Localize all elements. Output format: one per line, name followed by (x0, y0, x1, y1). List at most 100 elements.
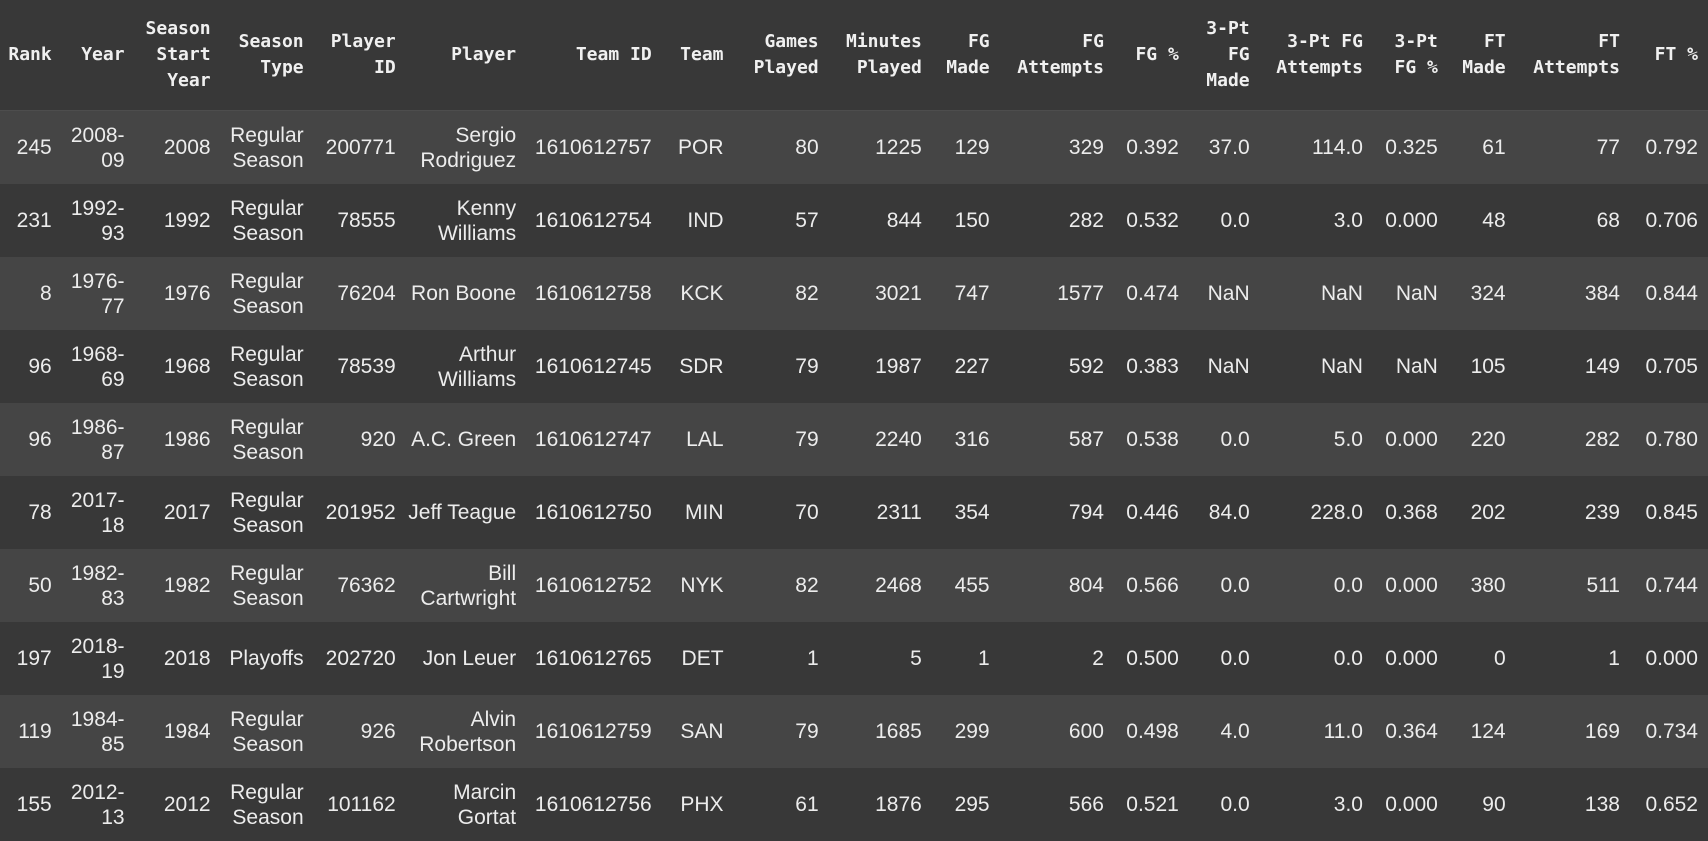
table-cell: 0.364 (1373, 695, 1448, 768)
table-cell: 50 (0, 549, 62, 622)
table-cell: 105 (1448, 330, 1516, 403)
table-cell: 1968-69 (62, 330, 135, 403)
table-cell: 61 (1448, 111, 1516, 185)
column-header: Team ID (526, 0, 662, 111)
table-cell: Regular Season (221, 403, 314, 476)
table-cell: 138 (1516, 768, 1630, 841)
table-cell: 282 (1516, 403, 1630, 476)
table-cell: 511 (1516, 549, 1630, 622)
table-cell: SDR (662, 330, 734, 403)
table-cell: NaN (1373, 330, 1448, 403)
table-cell: 1577 (1000, 257, 1114, 330)
column-header: FG % (1114, 0, 1189, 111)
table-cell: 0.383 (1114, 330, 1189, 403)
table-cell: 804 (1000, 549, 1114, 622)
table-cell: Sergio Rodriguez (406, 111, 526, 185)
table-cell: 3.0 (1260, 768, 1373, 841)
table-cell: 354 (932, 476, 1000, 549)
table-cell: 200771 (314, 111, 406, 185)
table-cell: 70 (734, 476, 829, 549)
table-cell: 0.000 (1373, 403, 1448, 476)
table-cell: 926 (314, 695, 406, 768)
table-cell: 68 (1516, 184, 1630, 257)
column-header: Year (62, 0, 135, 111)
column-header: FT Made (1448, 0, 1516, 111)
table-cell: Jeff Teague (406, 476, 526, 549)
table-cell: 1986-87 (62, 403, 135, 476)
table-cell: 0.521 (1114, 768, 1189, 841)
table-cell: Regular Season (221, 184, 314, 257)
table-cell: 1225 (829, 111, 932, 185)
table-cell: 0.0 (1189, 403, 1260, 476)
table-cell: 1610612754 (526, 184, 662, 257)
table-cell: 76204 (314, 257, 406, 330)
table-cell: NaN (1189, 257, 1260, 330)
table-cell: Regular Season (221, 330, 314, 403)
column-header: Season Type (221, 0, 314, 111)
column-header: FG Made (932, 0, 1000, 111)
table-cell: 79 (734, 695, 829, 768)
table-cell: 3.0 (1260, 184, 1373, 257)
table-cell: 3021 (829, 257, 932, 330)
table-cell: 920 (314, 403, 406, 476)
table-cell: 747 (932, 257, 1000, 330)
table-cell: Regular Season (221, 476, 314, 549)
table-cell: 2311 (829, 476, 932, 549)
table-cell: 0.744 (1630, 549, 1708, 622)
table-cell: 197 (0, 622, 62, 695)
table-cell: 5 (829, 622, 932, 695)
table-cell: 0.0 (1189, 768, 1260, 841)
column-header: 3-Pt FG % (1373, 0, 1448, 111)
table-cell: 0.500 (1114, 622, 1189, 695)
table-cell: 0.000 (1373, 622, 1448, 695)
table-cell: 2008 (135, 111, 221, 185)
table-cell: LAL (662, 403, 734, 476)
table-cell: 0.392 (1114, 111, 1189, 185)
table-cell: NYK (662, 549, 734, 622)
table-cell: Ron Boone (406, 257, 526, 330)
column-header: Games Played (734, 0, 829, 111)
table-cell: 0.000 (1373, 549, 1448, 622)
table-cell: 79 (734, 330, 829, 403)
column-header: FG Attempts (1000, 0, 1114, 111)
table-cell: 150 (932, 184, 1000, 257)
table-cell: NaN (1189, 330, 1260, 403)
table-cell: 84.0 (1189, 476, 1260, 549)
table-cell: 592 (1000, 330, 1114, 403)
column-header: FT Attempts (1516, 0, 1630, 111)
table-cell: 1610612757 (526, 111, 662, 185)
table-cell: Marcin Gortat (406, 768, 526, 841)
table-cell: Regular Season (221, 768, 314, 841)
table-cell: 78539 (314, 330, 406, 403)
table-cell: 0.845 (1630, 476, 1708, 549)
table-cell: 1986 (135, 403, 221, 476)
table-cell: 1610612765 (526, 622, 662, 695)
table-cell: 0.000 (1373, 184, 1448, 257)
table-cell: 329 (1000, 111, 1114, 185)
table-cell: Arthur Williams (406, 330, 526, 403)
table-cell: Regular Season (221, 549, 314, 622)
column-header: Team (662, 0, 734, 111)
table-cell: 2240 (829, 403, 932, 476)
table-cell: 1 (734, 622, 829, 695)
table-cell: 844 (829, 184, 932, 257)
table-cell: 1610612750 (526, 476, 662, 549)
table-cell: 384 (1516, 257, 1630, 330)
table-cell: 155 (0, 768, 62, 841)
table-cell: 1968 (135, 330, 221, 403)
table-cell: 228.0 (1260, 476, 1373, 549)
table-cell: 0.705 (1630, 330, 1708, 403)
table-cell: 0.000 (1373, 768, 1448, 841)
column-header: Minutes Played (829, 0, 932, 111)
table-cell: 5.0 (1260, 403, 1373, 476)
table-cell: 0.780 (1630, 403, 1708, 476)
table-cell: 2468 (829, 549, 932, 622)
table-cell: 82 (734, 257, 829, 330)
table-cell: 1610612759 (526, 695, 662, 768)
table-cell: 0.0 (1189, 622, 1260, 695)
